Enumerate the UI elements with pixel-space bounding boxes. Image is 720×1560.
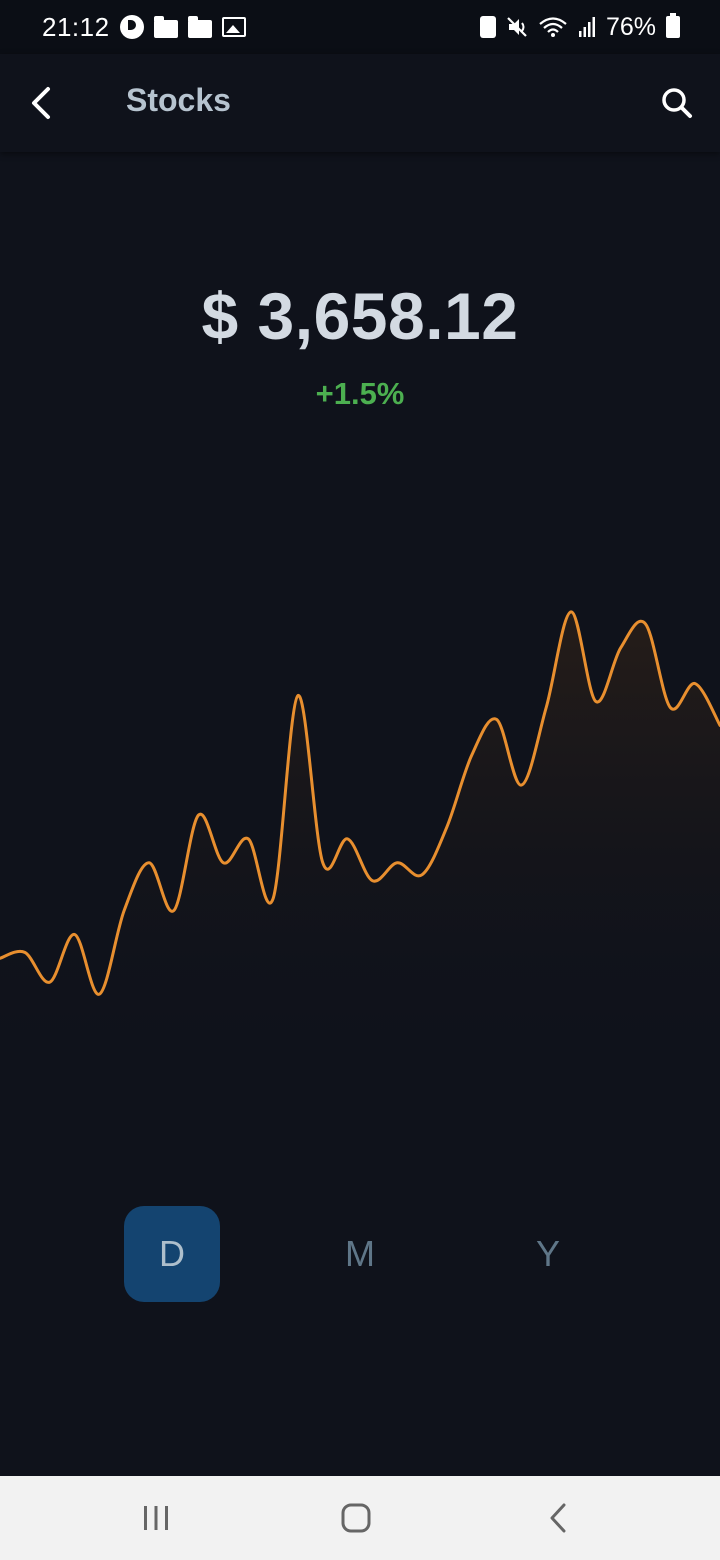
chart-series-line (0, 610, 720, 996)
page-title: Stocks (126, 82, 231, 118)
mute-icon (507, 17, 527, 37)
period-month-button[interactable]: M (312, 1206, 408, 1302)
folder-icon (187, 15, 212, 38)
period-label: D (159, 1233, 185, 1274)
back-icon (550, 1503, 566, 1533)
battery-saver-icon (479, 16, 496, 38)
home-button[interactable] (326, 1494, 386, 1542)
system-nav-bar (0, 1476, 720, 1560)
status-left: 21:12 (42, 12, 246, 43)
battery-percent: 76% (605, 12, 656, 41)
chart-area-fill (0, 611, 720, 1080)
search-icon (662, 88, 692, 118)
search-button[interactable] (652, 78, 702, 128)
folder-icon (153, 15, 178, 38)
price-chart (0, 610, 720, 1080)
nav-back-button[interactable] (528, 1494, 588, 1542)
period-year-button[interactable]: Y (500, 1206, 596, 1302)
status-bar: 21:12 76% (0, 0, 720, 54)
chevron-left-icon (32, 87, 50, 119)
app-bar: Stocks (0, 54, 720, 152)
recent-apps-icon (144, 1506, 168, 1530)
price-change: +1.5% (315, 376, 405, 411)
period-label: M (345, 1233, 375, 1274)
stock-price: $ 3,658.12 (201, 279, 519, 353)
wifi-icon (539, 17, 567, 37)
battery-icon (666, 13, 680, 38)
signal-icon (578, 17, 595, 37)
image-icon (221, 17, 246, 37)
period-day-button[interactable]: D (124, 1206, 220, 1302)
recent-apps-button[interactable] (126, 1494, 186, 1542)
notification-app-icon (119, 15, 144, 39)
home-icon (341, 1503, 371, 1533)
status-right: 76% (479, 12, 680, 42)
period-label: Y (535, 1233, 560, 1274)
status-time: 21:12 (42, 11, 110, 42)
back-button[interactable] (16, 78, 66, 128)
